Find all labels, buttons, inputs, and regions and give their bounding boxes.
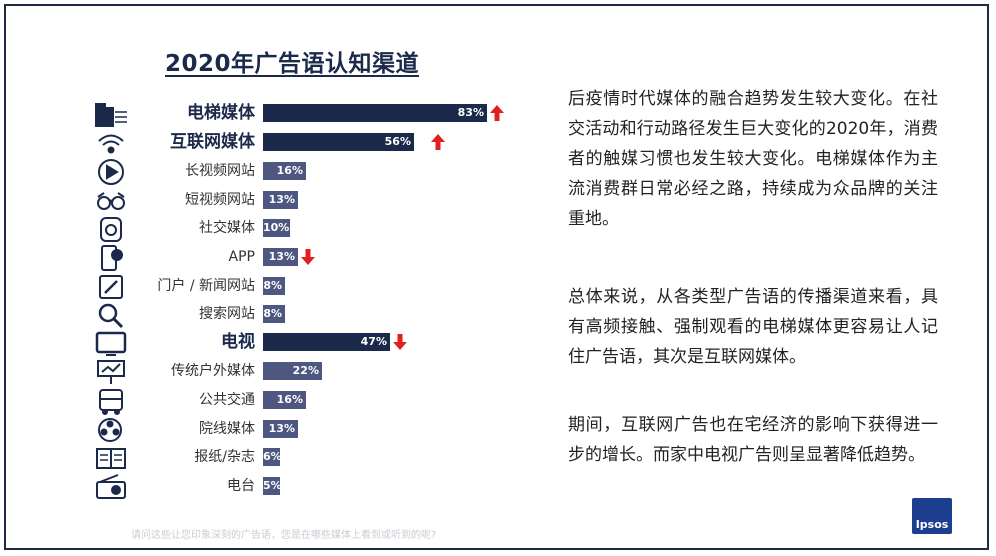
bar: 83% xyxy=(263,104,487,122)
bar: 8% xyxy=(263,277,285,295)
trend-down-arrow-icon xyxy=(300,248,316,266)
ipsos-logo xyxy=(912,498,952,534)
survey-question-footnote: 请问这些让您印象深刻的广告语，您是在哪些媒体上看到或听到的呢? xyxy=(131,530,437,541)
newspaper-icon xyxy=(94,444,128,472)
search-icon xyxy=(94,301,128,329)
chart-title: 2020年广告语认知渠道 xyxy=(165,51,420,77)
category-label: 电台 xyxy=(227,478,255,494)
bar: 16% xyxy=(263,391,306,409)
bus-icon xyxy=(94,387,128,415)
bar: 13% xyxy=(263,191,298,209)
bar: 8% xyxy=(263,305,285,323)
data-label: 6% xyxy=(263,450,280,463)
trend-up-arrow-icon xyxy=(430,133,446,151)
bar: 6% xyxy=(263,448,280,466)
data-label: 16% xyxy=(276,164,303,177)
data-label: 8% xyxy=(263,307,282,320)
paragraph-3: 期间，互联网广告也在宅经济的影响下获得进一步的增长。而家中电视广告则呈显著降低趋… xyxy=(568,415,938,465)
trend-down-arrow-icon xyxy=(392,333,408,351)
pen-icon xyxy=(94,273,128,301)
data-label: 13% xyxy=(268,193,295,206)
bar: 13% xyxy=(263,248,298,266)
bar: 16% xyxy=(263,162,306,180)
bar: 13% xyxy=(263,420,298,438)
bar: 5% xyxy=(263,477,280,495)
data-label: 22% xyxy=(292,364,319,377)
category-label: 电梯媒体 xyxy=(187,103,255,123)
film-reel-icon xyxy=(94,416,128,444)
wifi-icon xyxy=(94,129,128,157)
category-label: APP xyxy=(228,249,255,265)
bar: 47% xyxy=(263,333,390,351)
category-label: 长视频网站 xyxy=(185,163,255,179)
data-label: 56% xyxy=(384,135,411,148)
category-label: 短视频网站 xyxy=(185,192,255,208)
trend-up-arrow-icon xyxy=(489,104,505,122)
data-label: 13% xyxy=(268,250,295,263)
data-label: 47% xyxy=(360,335,387,348)
data-label: 13% xyxy=(268,422,295,435)
data-label: 8% xyxy=(263,279,282,292)
slide-frame xyxy=(4,4,989,550)
category-label: 门户 / 新闻网站 xyxy=(157,278,255,294)
play-icon xyxy=(94,158,128,186)
social-icon xyxy=(94,215,128,243)
bar: 22% xyxy=(263,362,322,380)
data-label: 10% xyxy=(263,221,290,234)
tv-icon xyxy=(94,329,128,357)
category-label: 电视 xyxy=(221,332,255,352)
phone-icon xyxy=(94,244,128,272)
bar: 56% xyxy=(263,133,414,151)
paragraph-1: 后疫情时代媒体的融合趋势发生较大变化。在社交活动和行动路径发生巨大变化的2020… xyxy=(568,89,938,229)
category-label: 社交媒体 xyxy=(199,220,255,236)
category-label: 互联网媒体 xyxy=(170,132,255,152)
bar: 10% xyxy=(263,219,290,237)
data-label: 83% xyxy=(457,106,484,119)
category-label: 报纸/杂志 xyxy=(194,449,255,465)
building-icon xyxy=(94,100,128,128)
glasses-icon xyxy=(94,187,128,215)
paragraph-2: 总体来说，从各类型广告语的传播渠道来看，具有高频接触、强制观看的电梯媒体更容易让… xyxy=(568,287,938,367)
billboard-icon xyxy=(94,358,128,386)
data-label: 16% xyxy=(276,393,303,406)
category-label: 搜索网站 xyxy=(199,306,255,322)
category-label: 公共交通 xyxy=(199,392,255,408)
radio-icon xyxy=(94,473,128,501)
category-label: 传统户外媒体 xyxy=(171,363,255,379)
data-label: 5% xyxy=(263,479,280,492)
category-label: 院线媒体 xyxy=(199,421,255,437)
ipsos-logo-text: Ipsos xyxy=(915,518,949,531)
